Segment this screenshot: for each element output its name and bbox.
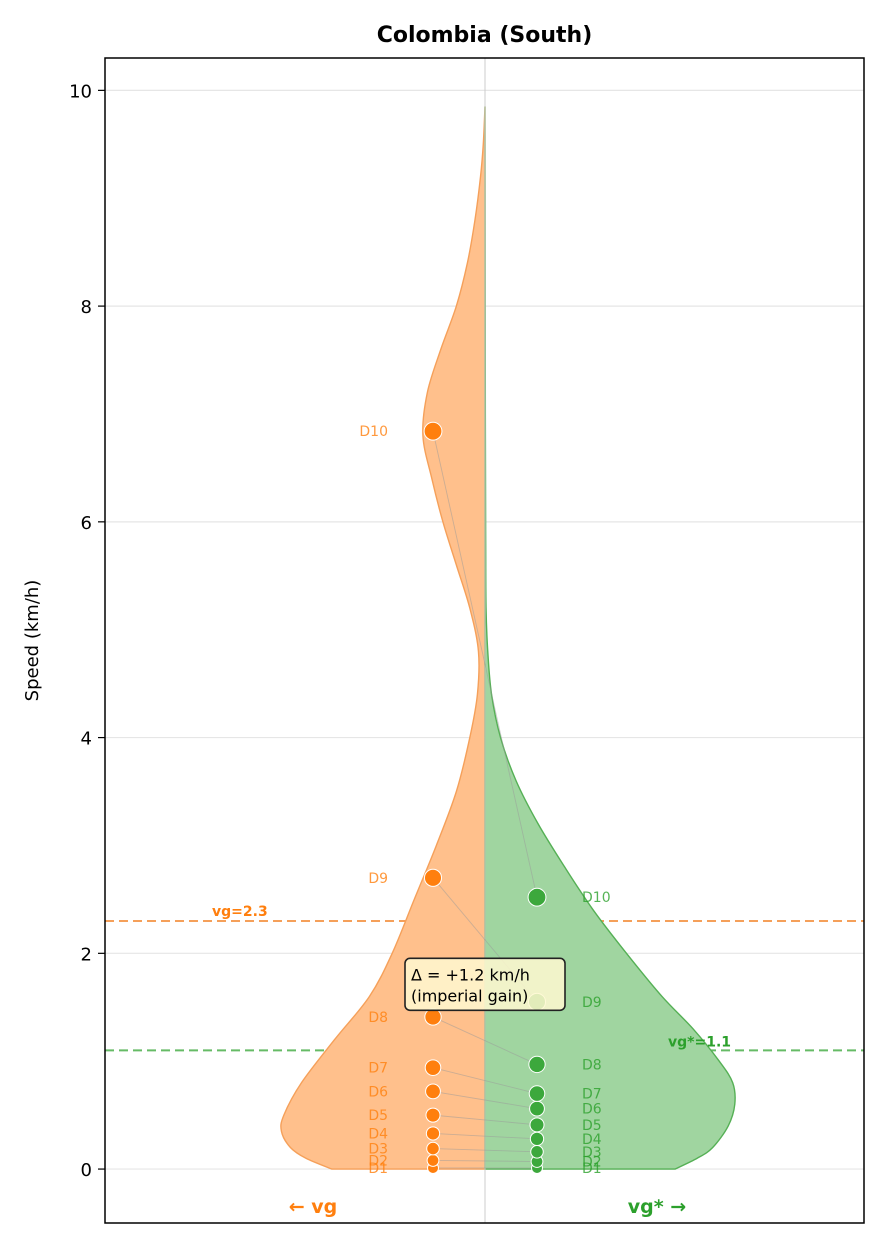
vgstar-label-D7: D7	[582, 1087, 602, 1103]
vgstar-point-D6	[529, 1100, 545, 1117]
vg-point-D5	[425, 1107, 441, 1123]
annotation-delta-text: Δ = +1.2 km/h	[411, 965, 530, 984]
vg-point-D4	[425, 1126, 441, 1141]
vgstar-label-D10: D10	[582, 890, 611, 906]
vg-label-D2: D2	[368, 1153, 388, 1169]
vg-point-D3	[426, 1141, 440, 1156]
vg-point-D10	[423, 421, 443, 441]
ytick-label-0: 0	[81, 1160, 92, 1181]
vg-mean-label: vg=2.3	[212, 904, 268, 920]
vgstar-mean-label: vg*=1.1	[668, 1034, 731, 1050]
vg-point-D2	[426, 1154, 440, 1167]
annotation-box	[404, 957, 566, 1012]
connector-D5	[432, 1114, 538, 1126]
vgstar-point-D3	[530, 1145, 544, 1159]
vgstar-point-D8	[528, 1055, 546, 1074]
chart-title: Colombia (South)	[377, 23, 593, 48]
vgstar-point-D4	[529, 1131, 545, 1147]
vg-violin-half	[280, 106, 486, 1170]
vg-point-D7	[424, 1059, 442, 1076]
ytick-label-10: 10	[69, 81, 92, 102]
vgstar-label-D4: D4	[582, 1132, 602, 1148]
connector-D3	[432, 1148, 538, 1153]
ytick-label-2: 2	[81, 944, 92, 965]
violins	[280, 106, 736, 1170]
right-side-label: vg* →	[628, 1196, 686, 1218]
decile-connectors	[432, 431, 538, 1169]
vgstar-label-D9: D9	[582, 995, 602, 1011]
decile-labels: D1D2D3D4D5D6D7D8D9D10D1D2D3D4D5D6D7D8D9D…	[359, 424, 610, 1177]
vg-label-D8: D8	[368, 1010, 388, 1026]
connector-D2	[432, 1159, 538, 1162]
vgstar-label-D6: D6	[582, 1102, 602, 1118]
vg-point-D8	[424, 1008, 442, 1026]
ytick-label-4: 4	[81, 729, 92, 750]
y-axis-ticks: 0 2 4 6 8 10	[69, 81, 105, 1181]
y-axis-label: Speed (km/h)	[22, 580, 43, 702]
vgstar-label-D8: D8	[582, 1057, 602, 1073]
connector-D8	[432, 1016, 538, 1065]
vgstar-label-D5: D5	[582, 1118, 602, 1134]
vgstar-label-D2: D2	[582, 1155, 602, 1171]
connector-D10	[432, 431, 538, 898]
vg-label-D5: D5	[368, 1108, 388, 1124]
left-side-label: ← vg	[289, 1196, 338, 1218]
vg-label-D1: D1	[368, 1161, 388, 1177]
connector-D4	[432, 1133, 538, 1140]
vg-point-D6	[425, 1083, 441, 1100]
ytick-label-6: 6	[81, 513, 92, 534]
ytick-label-8: 8	[81, 297, 92, 318]
vgstar-point-D5	[529, 1117, 545, 1133]
vg-label-D3: D3	[368, 1142, 388, 1158]
annotation-gain-text: (imperial gain)	[411, 986, 528, 1005]
plot-frame	[104, 57, 865, 1224]
vgstar-point-D10	[527, 887, 547, 907]
vg-label-D6: D6	[368, 1084, 388, 1100]
vg-label-D10: D10	[359, 424, 388, 440]
vg-point-D9	[423, 868, 443, 887]
vgstar-violin-half	[484, 106, 736, 1170]
vg-label-D4: D4	[368, 1126, 388, 1142]
vgstar-label-D1: D1	[582, 1161, 602, 1177]
vg-label-D7: D7	[368, 1061, 388, 1077]
connector-D7	[432, 1067, 538, 1094]
connector-D6	[432, 1090, 538, 1110]
vgstar-label-D3: D3	[582, 1145, 602, 1161]
vgstar-point-D7	[528, 1085, 546, 1102]
vg-label-D9: D9	[368, 871, 388, 887]
delta-annotation: Δ = +1.2 km/h (imperial gain)	[404, 957, 566, 1012]
